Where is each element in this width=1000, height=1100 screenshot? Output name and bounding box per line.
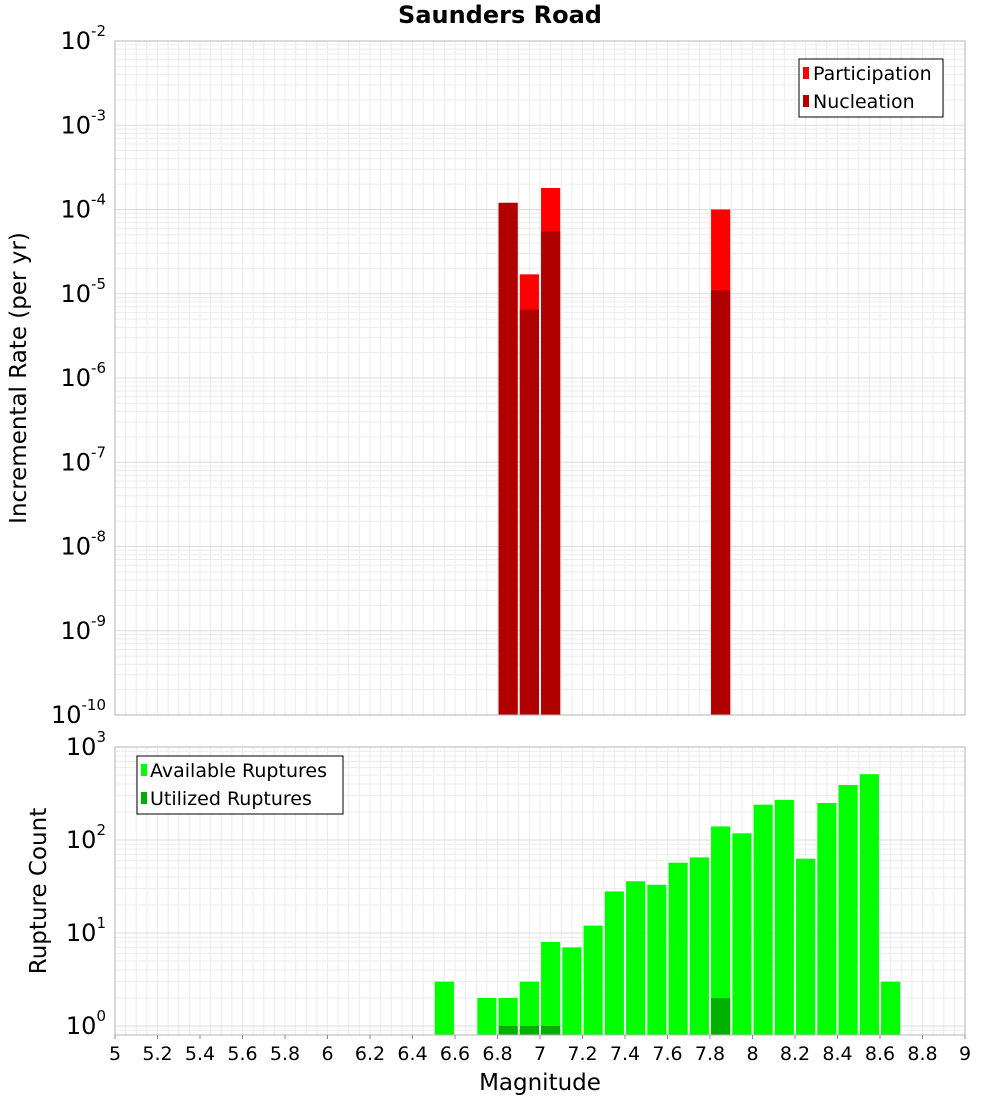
x-tick-label: 8.6: [865, 1043, 895, 1065]
x-tick-label: 5.8: [270, 1043, 300, 1065]
legend-swatch-participation: [803, 67, 809, 79]
bottom-bar-available-ruptures: [647, 884, 667, 1035]
bottom-y-tick-label: 100: [66, 1007, 106, 1040]
x-tick-label: 9: [959, 1043, 971, 1065]
legend-label-nucleation: Nucleation: [813, 91, 915, 113]
bottom-plot-y-ticks: 103 102 101 100: [66, 728, 106, 1040]
x-tick-label: 8: [746, 1043, 758, 1065]
chart-title: Saunders Road: [398, 1, 602, 29]
legend-swatch-nucleation: [803, 95, 809, 107]
bottom-y-axis-label: Rupture Count: [26, 808, 52, 974]
bottom-bar-available-ruptures: [753, 804, 773, 1035]
bottom-bar-available-ruptures: [604, 891, 624, 1035]
x-tick-label: 6: [321, 1043, 333, 1065]
x-tick-label: 8.2: [780, 1043, 810, 1065]
bottom-bar-available-ruptures: [519, 981, 539, 1035]
bottom-bar-available-ruptures: [817, 802, 837, 1035]
bottom-bar-available-ruptures: [881, 981, 901, 1035]
top-plot-bars: [498, 187, 731, 715]
x-tick-label: 6.2: [355, 1043, 385, 1065]
top-y-tick-label: 10-6: [60, 359, 106, 392]
top-y-tick-label: 10-4: [60, 191, 106, 224]
bottom-bar-available-ruptures: [859, 774, 879, 1035]
bottom-bar-available-ruptures: [668, 862, 688, 1035]
bottom-bar-available-ruptures: [583, 925, 603, 1035]
bottom-plot-bars: [434, 774, 901, 1035]
top-y-tick-label: 10-3: [60, 106, 106, 139]
x-tick-label: 6.6: [440, 1043, 470, 1065]
bottom-bar-available-ruptures: [732, 833, 752, 1035]
top-y-tick-label: 10-2: [60, 22, 106, 55]
bottom-bar-available-ruptures: [626, 881, 646, 1035]
top-legend-box: [798, 58, 944, 118]
bottom-y-tick-label: 101: [66, 914, 106, 947]
legend-label-available: Available Ruptures: [150, 760, 327, 782]
bottom-legend: Available Ruptures Utilized Ruptures: [136, 755, 344, 815]
legend-label-participation: Participation: [813, 63, 932, 85]
top-y-axis-label: Incremental Rate (per yr): [6, 232, 32, 524]
x-tick-label: 7.8: [695, 1043, 725, 1065]
x-tick-label: 7.2: [567, 1043, 597, 1065]
top-bar-nucleation: [541, 231, 561, 715]
bottom-bar-utilized-ruptures: [541, 1025, 561, 1035]
x-tick-label: 6.4: [397, 1043, 427, 1065]
top-y-tick-label: 10-10: [51, 696, 106, 729]
x-tick-label: 7: [534, 1043, 546, 1065]
bottom-bar-available-ruptures: [498, 997, 518, 1035]
bottom-bar-utilized-ruptures: [519, 1025, 539, 1035]
top-bar-nucleation: [711, 290, 731, 715]
bottom-bar-available-ruptures: [562, 947, 582, 1035]
x-tick-label: 5.4: [185, 1043, 215, 1065]
top-y-tick-label: 10-8: [60, 528, 106, 561]
bottom-y-tick-label: 102: [66, 821, 106, 854]
top-legend: Participation Nucleation: [798, 58, 944, 118]
x-axis-ticks: 5 5.2 5.4 5.6 5.8 6 6.2 6.4 6.6 6.8 7 7.2 7.4 7.6 7.8 8…: [109, 1035, 971, 1065]
top-y-tick-label: 10-7: [60, 443, 106, 476]
x-tick-label: 7.6: [652, 1043, 682, 1065]
x-tick-label: 5.2: [142, 1043, 172, 1065]
bottom-legend-box: [136, 755, 344, 815]
bottom-bar-available-ruptures: [838, 785, 858, 1035]
bottom-bar-available-ruptures: [434, 981, 454, 1035]
top-plot-y-ticks: 10-2 10-3 10-4 10-5 10-6 10-7 10-8 10-9 10-10: [51, 22, 106, 729]
top-plot-frame: [114, 40, 966, 716]
x-axis-label: Magnitude: [479, 1070, 601, 1096]
legend-swatch-available: [141, 764, 147, 776]
bottom-bar-utilized-ruptures: [711, 997, 731, 1035]
bottom-bar-available-ruptures: [689, 857, 709, 1035]
bottom-bar-utilized-ruptures: [498, 1025, 518, 1035]
bottom-bar-available-ruptures: [477, 997, 497, 1035]
top-y-tick-label: 10-9: [60, 612, 106, 645]
x-tick-label: 6.8: [482, 1043, 512, 1065]
x-tick-label: 8.8: [907, 1043, 937, 1065]
top-y-tick-label: 10-5: [60, 275, 106, 308]
top-plot-grid: [114, 41, 966, 716]
legend-label-utilized: Utilized Ruptures: [150, 788, 312, 810]
top-bar-nucleation: [498, 202, 518, 715]
bottom-bar-available-ruptures: [541, 942, 561, 1035]
bottom-bar-available-ruptures: [796, 858, 816, 1035]
bottom-bar-available-ruptures: [711, 826, 731, 1035]
bottom-y-tick-label: 103: [66, 728, 106, 761]
x-tick-label: 5.6: [227, 1043, 257, 1065]
x-tick-label: 5: [109, 1043, 121, 1065]
x-tick-label: 8.4: [822, 1043, 852, 1065]
x-tick-label: 7.4: [610, 1043, 640, 1065]
top-bar-nucleation: [519, 309, 539, 715]
legend-swatch-utilized: [141, 792, 147, 804]
bottom-bar-available-ruptures: [774, 799, 794, 1035]
